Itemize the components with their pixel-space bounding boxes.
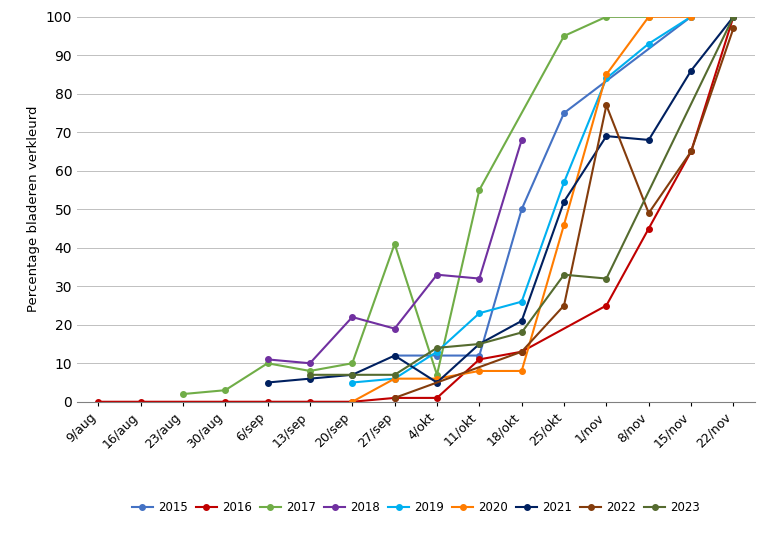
- 2020: [602, 71, 611, 78]
- 2021: [644, 137, 653, 143]
- 2021: [263, 379, 273, 386]
- 2021: [559, 198, 568, 205]
- 2021: [390, 352, 399, 359]
- 2023: [517, 329, 527, 336]
- 2016: [687, 148, 696, 155]
- 2016: [644, 225, 653, 232]
- 2021: [517, 318, 527, 324]
- 2016: [263, 398, 273, 405]
- 2022: [390, 395, 399, 401]
- 2023: [559, 271, 568, 278]
- 2016: [390, 395, 399, 401]
- 2015: [517, 206, 527, 213]
- 2017: [263, 360, 273, 367]
- 2015: [687, 13, 696, 20]
- 2018: [433, 271, 442, 278]
- 2022: [517, 348, 527, 355]
- 2021: [687, 68, 696, 74]
- 2016: [305, 398, 315, 405]
- 2019: [390, 376, 399, 382]
- 2021: [728, 13, 738, 20]
- 2018: [305, 360, 315, 367]
- Y-axis label: Percentage bladeren verkleurd: Percentage bladeren verkleurd: [27, 106, 40, 312]
- Line: 2021: 2021: [265, 14, 736, 385]
- Line: 2019: 2019: [350, 14, 694, 385]
- 2015: [390, 352, 399, 359]
- 2023: [602, 275, 611, 282]
- 2021: [305, 376, 315, 382]
- 2020: [517, 368, 527, 374]
- 2019: [517, 299, 527, 305]
- 2020: [390, 376, 399, 382]
- 2018: [474, 275, 484, 282]
- 2017: [178, 391, 188, 397]
- 2016: [433, 395, 442, 401]
- 2017: [305, 368, 315, 374]
- 2022: [687, 148, 696, 155]
- 2022: [602, 102, 611, 109]
- 2019: [348, 379, 357, 386]
- 2022: [559, 302, 568, 309]
- 2021: [474, 340, 484, 347]
- 2020: [559, 222, 568, 228]
- Line: 2023: 2023: [307, 14, 736, 378]
- 2017: [644, 13, 653, 20]
- 2021: [433, 379, 442, 386]
- 2019: [559, 179, 568, 186]
- 2023: [305, 372, 315, 378]
- 2022: [644, 210, 653, 217]
- Line: 2022: 2022: [392, 26, 736, 401]
- 2017: [221, 387, 230, 393]
- 2021: [348, 372, 357, 378]
- 2020: [687, 13, 696, 20]
- 2020: [433, 376, 442, 382]
- 2020: [348, 398, 357, 405]
- 2021: [602, 133, 611, 140]
- 2016: [517, 348, 527, 355]
- 2017: [602, 13, 611, 20]
- 2016: [136, 398, 145, 405]
- Line: 2017: 2017: [180, 14, 651, 397]
- Line: 2015: 2015: [392, 14, 694, 358]
- 2015: [433, 352, 442, 359]
- 2016: [94, 398, 103, 405]
- 2015: [474, 352, 484, 359]
- 2017: [348, 360, 357, 367]
- 2022: [728, 25, 738, 32]
- Line: 2016: 2016: [95, 14, 736, 405]
- 2020: [644, 13, 653, 20]
- 2016: [348, 398, 357, 405]
- 2016: [602, 302, 611, 309]
- 2017: [559, 32, 568, 39]
- Line: 2020: 2020: [350, 14, 694, 405]
- 2018: [263, 356, 273, 363]
- Legend: 2015, 2016, 2017, 2018, 2019, 2020, 2021, 2022, 2023: 2015, 2016, 2017, 2018, 2019, 2020, 2021…: [127, 497, 705, 519]
- 2015: [559, 109, 568, 117]
- 2020: [474, 368, 484, 374]
- 2019: [644, 40, 653, 47]
- 2018: [390, 325, 399, 332]
- 2017: [433, 372, 442, 378]
- Line: 2018: 2018: [265, 137, 524, 366]
- 2019: [602, 75, 611, 81]
- 2023: [348, 372, 357, 378]
- 2023: [474, 340, 484, 347]
- 2016: [221, 398, 230, 405]
- 2017: [390, 240, 399, 247]
- 2016: [728, 13, 738, 20]
- 2023: [433, 344, 442, 351]
- 2018: [348, 314, 357, 320]
- 2019: [433, 348, 442, 355]
- 2019: [687, 13, 696, 20]
- 2023: [728, 13, 738, 20]
- 2023: [390, 372, 399, 378]
- 2019: [474, 310, 484, 316]
- 2018: [517, 137, 527, 143]
- 2016: [474, 356, 484, 363]
- 2017: [474, 186, 484, 194]
